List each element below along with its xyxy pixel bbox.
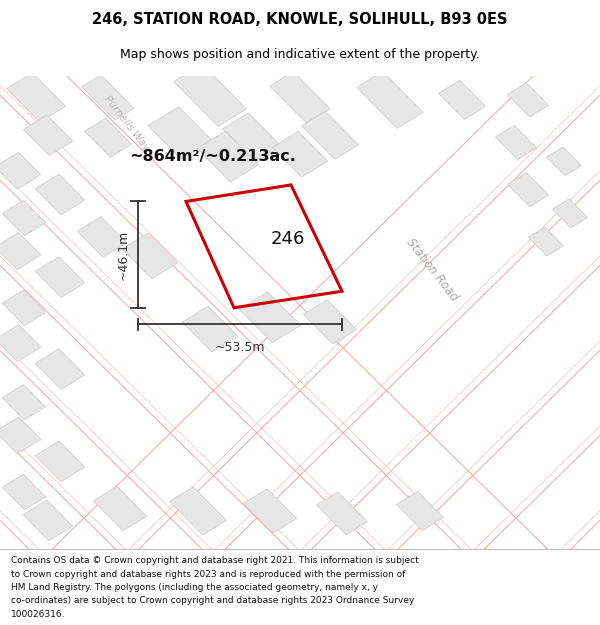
Polygon shape: [23, 500, 73, 541]
Polygon shape: [85, 118, 131, 158]
Polygon shape: [2, 290, 46, 326]
Polygon shape: [2, 474, 46, 510]
Text: ~53.5m: ~53.5m: [215, 341, 265, 354]
Polygon shape: [0, 325, 41, 362]
Text: 246: 246: [271, 230, 305, 248]
Polygon shape: [0, 232, 41, 269]
Polygon shape: [77, 217, 127, 258]
Polygon shape: [439, 80, 485, 119]
Polygon shape: [0, 417, 41, 454]
Polygon shape: [239, 292, 301, 342]
Text: Station Road: Station Road: [404, 236, 460, 304]
Text: Contains OS data © Crown copyright and database right 2021. This information is : Contains OS data © Crown copyright and d…: [11, 556, 419, 566]
Text: 100026316.: 100026316.: [11, 610, 65, 619]
Polygon shape: [270, 72, 330, 123]
Polygon shape: [272, 131, 328, 177]
Polygon shape: [553, 199, 587, 228]
Polygon shape: [547, 147, 581, 176]
Polygon shape: [173, 64, 247, 126]
Polygon shape: [122, 233, 178, 279]
Text: 246, STATION ROAD, KNOWLE, SOLIHULL, B93 0ES: 246, STATION ROAD, KNOWLE, SOLIHULL, B93…: [92, 11, 508, 26]
Text: co-ordinates) are subject to Crown copyright and database rights 2023 Ordnance S: co-ordinates) are subject to Crown copyr…: [11, 596, 414, 606]
Polygon shape: [23, 115, 73, 156]
Polygon shape: [508, 173, 548, 207]
Polygon shape: [197, 131, 259, 182]
Polygon shape: [304, 300, 356, 344]
Polygon shape: [2, 200, 46, 236]
Polygon shape: [397, 491, 443, 531]
Polygon shape: [35, 441, 85, 482]
Polygon shape: [94, 486, 146, 531]
Polygon shape: [7, 72, 65, 122]
Polygon shape: [317, 492, 367, 535]
Polygon shape: [0, 152, 41, 189]
Text: ~864m²/~0.213ac.: ~864m²/~0.213ac.: [129, 149, 296, 164]
Polygon shape: [496, 126, 536, 159]
Polygon shape: [170, 487, 226, 535]
Text: ~46.1m: ~46.1m: [116, 229, 130, 280]
Polygon shape: [508, 83, 548, 117]
Polygon shape: [35, 174, 85, 214]
Polygon shape: [148, 107, 212, 159]
Polygon shape: [529, 228, 563, 256]
Text: Purnells Way: Purnells Way: [101, 94, 151, 153]
Polygon shape: [302, 111, 358, 159]
Polygon shape: [356, 71, 424, 128]
Text: HM Land Registry. The polygons (including the associated geometry, namely x, y: HM Land Registry. The polygons (includin…: [11, 583, 378, 592]
Polygon shape: [223, 113, 281, 162]
Text: Map shows position and indicative extent of the property.: Map shows position and indicative extent…: [120, 48, 480, 61]
Polygon shape: [35, 257, 85, 298]
Polygon shape: [182, 306, 238, 352]
Polygon shape: [82, 75, 134, 120]
Polygon shape: [244, 489, 296, 533]
Polygon shape: [2, 384, 46, 420]
Text: to Crown copyright and database rights 2023 and is reproduced with the permissio: to Crown copyright and database rights 2…: [11, 570, 405, 579]
Polygon shape: [35, 349, 85, 389]
